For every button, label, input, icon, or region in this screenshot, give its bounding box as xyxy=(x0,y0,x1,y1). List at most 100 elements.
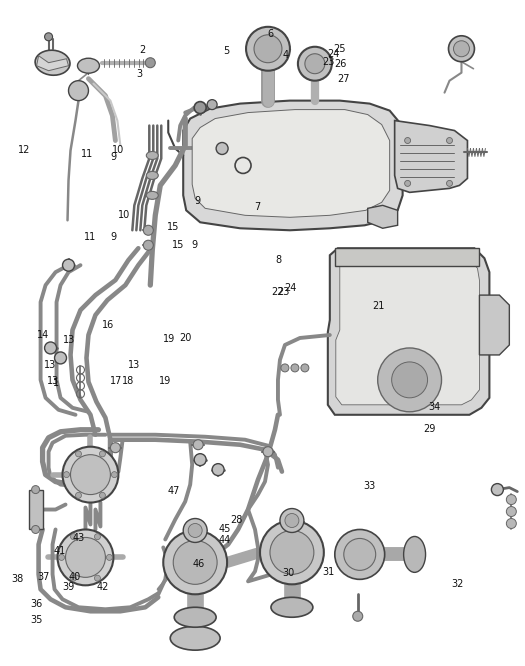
Bar xyxy=(29,490,43,529)
Circle shape xyxy=(143,225,153,235)
Text: 8: 8 xyxy=(275,255,281,265)
Text: 21: 21 xyxy=(373,302,385,312)
Text: 10: 10 xyxy=(112,145,124,155)
Text: 17: 17 xyxy=(110,376,122,386)
Circle shape xyxy=(193,440,203,450)
Polygon shape xyxy=(192,110,390,217)
Text: 35: 35 xyxy=(30,615,43,625)
Circle shape xyxy=(212,464,224,476)
Text: 38: 38 xyxy=(12,574,24,584)
Text: 15: 15 xyxy=(167,222,180,232)
Circle shape xyxy=(58,529,113,585)
Circle shape xyxy=(94,533,100,539)
Text: 30: 30 xyxy=(282,569,295,579)
Ellipse shape xyxy=(170,626,220,650)
Text: 46: 46 xyxy=(193,559,205,569)
Circle shape xyxy=(69,81,88,101)
Circle shape xyxy=(506,507,516,517)
Circle shape xyxy=(110,443,120,453)
Circle shape xyxy=(207,100,217,110)
Circle shape xyxy=(448,36,475,62)
Circle shape xyxy=(76,451,81,457)
Text: 41: 41 xyxy=(53,546,66,556)
Text: 42: 42 xyxy=(97,581,109,591)
Ellipse shape xyxy=(174,607,216,627)
Circle shape xyxy=(405,137,411,143)
Circle shape xyxy=(392,362,427,398)
Polygon shape xyxy=(479,295,509,355)
Text: 28: 28 xyxy=(230,515,243,525)
Ellipse shape xyxy=(271,597,313,617)
Circle shape xyxy=(291,364,299,372)
Circle shape xyxy=(188,523,202,537)
Circle shape xyxy=(216,143,228,155)
Text: 9: 9 xyxy=(110,232,117,242)
Circle shape xyxy=(506,495,516,505)
Bar xyxy=(335,248,479,266)
Text: 29: 29 xyxy=(423,424,435,434)
Ellipse shape xyxy=(35,50,70,75)
Circle shape xyxy=(353,611,363,621)
Circle shape xyxy=(62,447,118,503)
Text: 3: 3 xyxy=(136,69,142,79)
Text: 9: 9 xyxy=(194,196,200,206)
Circle shape xyxy=(405,180,411,186)
Circle shape xyxy=(285,513,299,527)
Circle shape xyxy=(305,54,325,74)
Circle shape xyxy=(194,102,206,114)
Text: 23: 23 xyxy=(322,57,334,67)
Text: 18: 18 xyxy=(122,376,134,386)
Circle shape xyxy=(173,540,217,584)
Circle shape xyxy=(280,509,304,533)
Ellipse shape xyxy=(78,58,99,73)
Circle shape xyxy=(183,519,207,542)
Text: 36: 36 xyxy=(30,599,43,609)
Circle shape xyxy=(246,27,290,71)
Polygon shape xyxy=(328,248,489,415)
Circle shape xyxy=(301,364,309,372)
Text: 2: 2 xyxy=(139,45,145,55)
Text: 9: 9 xyxy=(110,152,117,162)
Polygon shape xyxy=(336,258,479,405)
Text: 47: 47 xyxy=(167,486,180,496)
Text: 10: 10 xyxy=(118,210,130,220)
Circle shape xyxy=(270,531,314,574)
Text: 13: 13 xyxy=(128,360,140,370)
Text: 40: 40 xyxy=(69,573,81,583)
Text: 19: 19 xyxy=(159,376,171,386)
Circle shape xyxy=(64,472,69,478)
Text: 45: 45 xyxy=(218,524,231,534)
Circle shape xyxy=(59,554,65,560)
Text: 6: 6 xyxy=(267,29,274,39)
Text: 24: 24 xyxy=(284,283,297,293)
Circle shape xyxy=(62,259,75,271)
Circle shape xyxy=(446,137,453,143)
Ellipse shape xyxy=(146,171,158,179)
Text: 22: 22 xyxy=(271,287,284,297)
Circle shape xyxy=(298,47,332,81)
Polygon shape xyxy=(368,205,397,228)
Text: 25: 25 xyxy=(334,44,346,54)
Text: 15: 15 xyxy=(172,240,184,250)
Circle shape xyxy=(163,531,227,594)
Text: 1: 1 xyxy=(52,378,59,388)
Text: 14: 14 xyxy=(36,330,49,340)
Text: 33: 33 xyxy=(364,481,376,491)
Polygon shape xyxy=(395,121,467,192)
Text: 39: 39 xyxy=(62,581,75,591)
Ellipse shape xyxy=(146,191,158,199)
Circle shape xyxy=(254,35,282,63)
Ellipse shape xyxy=(146,151,158,159)
Text: 23: 23 xyxy=(277,287,290,297)
Text: 13: 13 xyxy=(62,334,75,344)
Circle shape xyxy=(111,472,118,478)
Circle shape xyxy=(377,348,442,412)
Circle shape xyxy=(94,575,100,581)
Text: 19: 19 xyxy=(163,334,175,344)
Text: 34: 34 xyxy=(428,402,440,412)
Circle shape xyxy=(70,575,77,581)
Circle shape xyxy=(99,492,106,498)
Circle shape xyxy=(143,240,153,250)
Text: 32: 32 xyxy=(451,579,464,589)
Polygon shape xyxy=(183,101,403,230)
